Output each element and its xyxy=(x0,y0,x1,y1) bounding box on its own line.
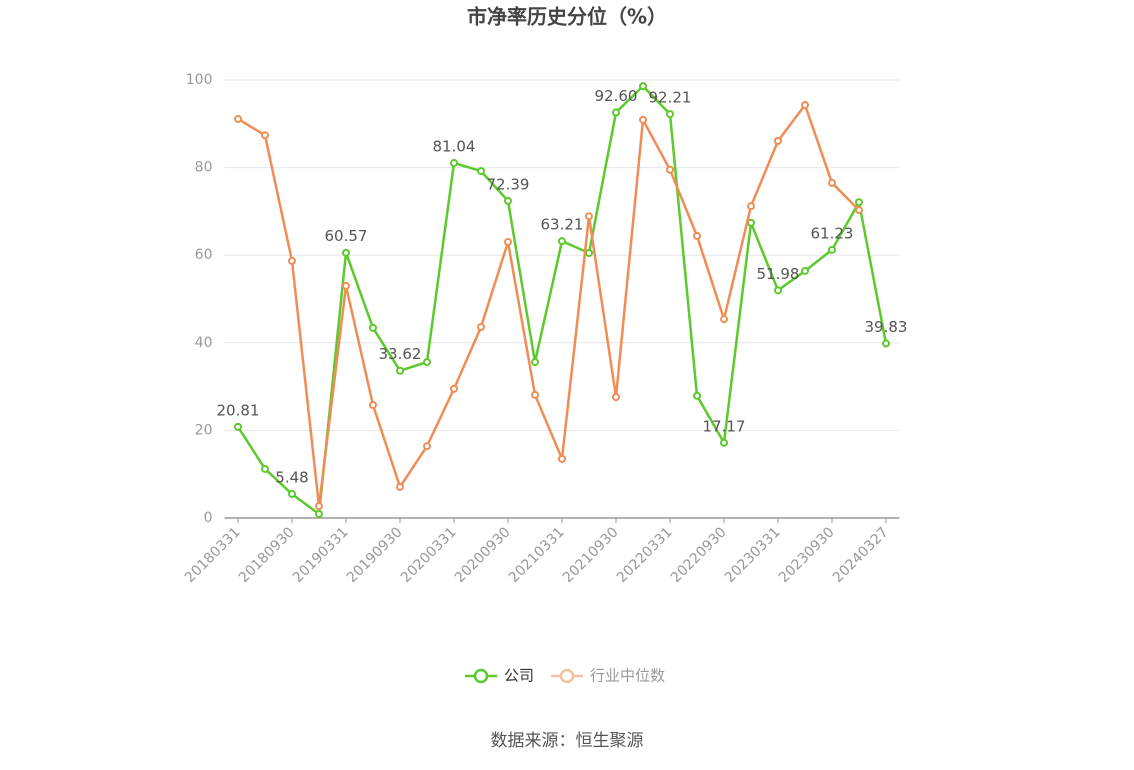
data-label: 39.83 xyxy=(865,318,908,336)
legend-label: 行业中位数 xyxy=(590,667,665,685)
data-label: 92.60 xyxy=(595,87,638,105)
data-point xyxy=(396,482,404,491)
data-point xyxy=(801,100,809,109)
data-point xyxy=(639,82,647,91)
data-point xyxy=(477,167,485,176)
data-point xyxy=(720,438,728,447)
data-point xyxy=(666,165,674,174)
x-tick-label: 20230331 xyxy=(722,524,784,586)
x-tick-label: 20210331 xyxy=(506,524,568,586)
data-point xyxy=(342,248,350,257)
data-label: 33.62 xyxy=(379,345,422,363)
data-point xyxy=(585,212,593,221)
data-point xyxy=(828,178,836,187)
data-point xyxy=(504,196,512,205)
chart-title: 市净率历史分位（%） xyxy=(467,5,667,29)
data-point xyxy=(315,502,323,511)
data-label: 81.04 xyxy=(433,138,476,156)
data-point xyxy=(450,159,458,168)
legend-marker xyxy=(473,668,489,684)
data-label: 5.48 xyxy=(275,468,308,486)
data-point xyxy=(531,390,539,399)
y-tick-label: 80 xyxy=(195,160,213,176)
data-label: 51.98 xyxy=(757,265,800,283)
legend-marker xyxy=(559,668,575,684)
data-point xyxy=(342,281,350,290)
data-point xyxy=(558,454,566,463)
x-tick-label: 20230930 xyxy=(776,524,838,586)
x-tick-label: 20190331 xyxy=(290,524,352,586)
series-line xyxy=(237,102,860,507)
x-tick-label: 20180930 xyxy=(236,524,298,586)
y-tick-label: 0 xyxy=(204,510,213,526)
data-point xyxy=(855,198,863,207)
data-point xyxy=(234,422,242,431)
x-tick-label: 20200331 xyxy=(398,524,460,586)
data-point xyxy=(504,238,512,247)
data-label: 72.39 xyxy=(487,175,530,193)
y-tick-label: 60 xyxy=(195,247,213,263)
data-label: 61.23 xyxy=(811,224,854,242)
data-point xyxy=(369,323,377,332)
data-point xyxy=(774,136,782,145)
data-point xyxy=(315,510,323,519)
data-point xyxy=(828,245,836,254)
data-point xyxy=(693,231,701,240)
data-point xyxy=(801,266,809,275)
data-point xyxy=(693,391,701,400)
data-point xyxy=(855,206,863,215)
data-point xyxy=(774,286,782,295)
x-tick-label: 20180331 xyxy=(182,524,244,586)
data-point xyxy=(531,358,539,367)
data-label: 63.21 xyxy=(541,216,584,234)
legend-label: 公司 xyxy=(504,667,534,685)
data-point xyxy=(747,202,755,211)
data-point xyxy=(882,339,890,348)
source: 数据来源：恒生聚源 xyxy=(491,731,644,751)
data-point xyxy=(423,358,431,367)
data-point xyxy=(612,393,620,402)
data-point xyxy=(639,115,647,124)
data-point xyxy=(261,464,269,473)
data-point xyxy=(720,315,728,324)
data-point xyxy=(612,108,620,117)
data-point xyxy=(261,131,269,140)
data-point xyxy=(666,110,674,119)
data-label: 20.81 xyxy=(217,401,260,419)
data-point xyxy=(585,249,593,258)
data-point xyxy=(369,400,377,409)
data-point xyxy=(234,114,242,123)
data-label: 92.21 xyxy=(649,89,692,107)
data-label: 60.57 xyxy=(325,227,368,245)
x-tick-label: 20220930 xyxy=(668,524,730,586)
data-point xyxy=(747,218,755,227)
data-point xyxy=(423,442,431,451)
x-tick-label: 20240327 xyxy=(830,524,892,586)
y-tick-label: 20 xyxy=(195,422,213,438)
data-label: 17.17 xyxy=(703,417,746,435)
x-tick-label: 20200930 xyxy=(452,524,514,586)
x-tick-label: 20220331 xyxy=(614,524,676,586)
data-point xyxy=(396,366,404,375)
data-point xyxy=(450,384,458,393)
y-tick-label: 40 xyxy=(195,335,213,351)
x-tick-label: 20190930 xyxy=(344,524,406,586)
y-tick-label: 100 xyxy=(186,72,213,88)
data-point xyxy=(558,237,566,246)
data-point xyxy=(477,323,485,332)
data-point xyxy=(288,489,296,498)
x-tick-label: 20210930 xyxy=(560,524,622,586)
data-point xyxy=(288,256,296,265)
